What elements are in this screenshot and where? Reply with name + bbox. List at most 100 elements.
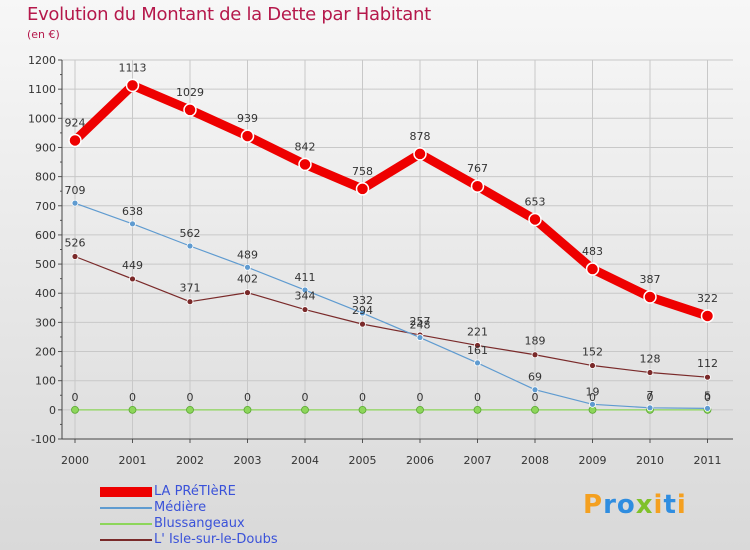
data-label: 449 (122, 259, 143, 272)
y-tick-label: 1000 (28, 112, 56, 125)
legend-item-mediere: Médière (100, 500, 400, 516)
data-point (474, 342, 481, 349)
data-point (298, 157, 312, 172)
data-label: 0 (72, 391, 79, 404)
data-label: 0 (417, 391, 424, 404)
data-point (355, 182, 370, 196)
y-tick-label: 200 (35, 346, 56, 359)
data-label: 189 (525, 335, 546, 348)
data-point (301, 306, 309, 313)
data-label: 0 (129, 391, 136, 404)
data-label: 709 (65, 184, 86, 197)
y-tick-label: 0 (49, 404, 56, 417)
y-tick-label: 300 (35, 316, 56, 329)
data-point (71, 199, 79, 207)
data-point (531, 386, 539, 394)
data-point (359, 309, 366, 317)
series-line (74, 255, 709, 378)
data-label: 5 (704, 389, 711, 402)
data-label: 489 (237, 248, 258, 261)
data-point (301, 405, 309, 414)
data-label: 257 (410, 315, 431, 328)
data-label: 0 (359, 391, 366, 404)
data-label: 842 (295, 140, 316, 153)
data-point (531, 351, 539, 359)
legend-item-isle-sur-le-doubs: L' Isle-sur-le-Doubs (100, 532, 400, 548)
data-point (244, 289, 251, 297)
data-label: 0 (647, 391, 654, 404)
x-tick-label: 2005 (349, 454, 377, 467)
data-point (183, 103, 197, 117)
data-label: 0 (244, 391, 251, 404)
x-tick-label: 2004 (291, 454, 319, 467)
x-tick-label: 2007 (464, 454, 492, 467)
data-point (240, 129, 255, 143)
data-point (413, 147, 427, 161)
x-tick-label: 2002 (176, 454, 204, 467)
series-line (74, 202, 709, 409)
data-label: 1029 (176, 86, 204, 99)
data-label: 0 (532, 391, 539, 404)
y-tick-label: 700 (35, 200, 56, 213)
data-point (68, 133, 82, 148)
data-label: 221 (467, 325, 488, 338)
legend-label: LA PRéTIèRE (154, 484, 236, 499)
data-label: 878 (410, 130, 431, 143)
data-point (470, 179, 485, 193)
data-label: 322 (697, 292, 718, 305)
data-point (301, 286, 309, 294)
data-label: 0 (589, 391, 596, 404)
y-tick-label: 500 (35, 258, 56, 271)
y-tick-label: 1100 (28, 83, 56, 96)
data-label: 526 (65, 236, 86, 249)
data-label: 161 (467, 344, 488, 357)
data-label: 758 (352, 165, 373, 178)
data-point (244, 263, 251, 271)
legend-swatch-mediere (100, 507, 152, 509)
data-label: 19 (586, 385, 600, 398)
data-point (243, 405, 252, 414)
legend-swatch-isle-sur-le-doubs (100, 539, 152, 541)
data-label: 294 (352, 304, 373, 317)
data-point (700, 309, 715, 323)
data-label: 0 (187, 391, 194, 404)
data-point (186, 298, 194, 306)
data-point (416, 405, 424, 414)
data-point (589, 362, 596, 369)
data-point (531, 405, 539, 414)
data-point (704, 373, 711, 381)
data-label: 653 (525, 195, 546, 208)
data-point (71, 253, 79, 260)
data-point (704, 404, 711, 412)
data-point (646, 369, 654, 376)
x-tick-label: 2003 (234, 454, 262, 467)
x-tick-label: 2006 (406, 454, 434, 467)
data-label: 924 (65, 116, 86, 129)
data-label: 483 (582, 245, 603, 258)
chart-legend: LA PRéTIèRE Médière Blussangeaux L' Isle… (100, 484, 400, 548)
legend-label: L' Isle-sur-le-Doubs (154, 532, 278, 547)
data-label: 152 (582, 346, 603, 359)
data-label: 371 (180, 282, 201, 295)
data-point (71, 405, 79, 414)
data-label: 69 (528, 371, 542, 384)
x-tick-label: 2008 (521, 454, 549, 467)
y-tick-label: 600 (35, 229, 56, 242)
data-label: 7 (647, 389, 654, 402)
y-tick-label: 400 (35, 287, 56, 300)
data-label: 1113 (119, 61, 147, 74)
x-tick-label: 2000 (61, 454, 89, 467)
data-label: 0 (474, 391, 481, 404)
y-tick-label: 800 (35, 171, 56, 184)
data-label: 112 (697, 357, 718, 370)
data-label: 0 (704, 391, 711, 404)
data-label: 0 (302, 391, 309, 404)
data-point (474, 359, 481, 367)
data-label: 638 (122, 205, 143, 218)
data-label: 248 (410, 319, 431, 332)
data-point (128, 405, 137, 414)
series-line (70, 80, 712, 321)
data-point (585, 262, 600, 276)
